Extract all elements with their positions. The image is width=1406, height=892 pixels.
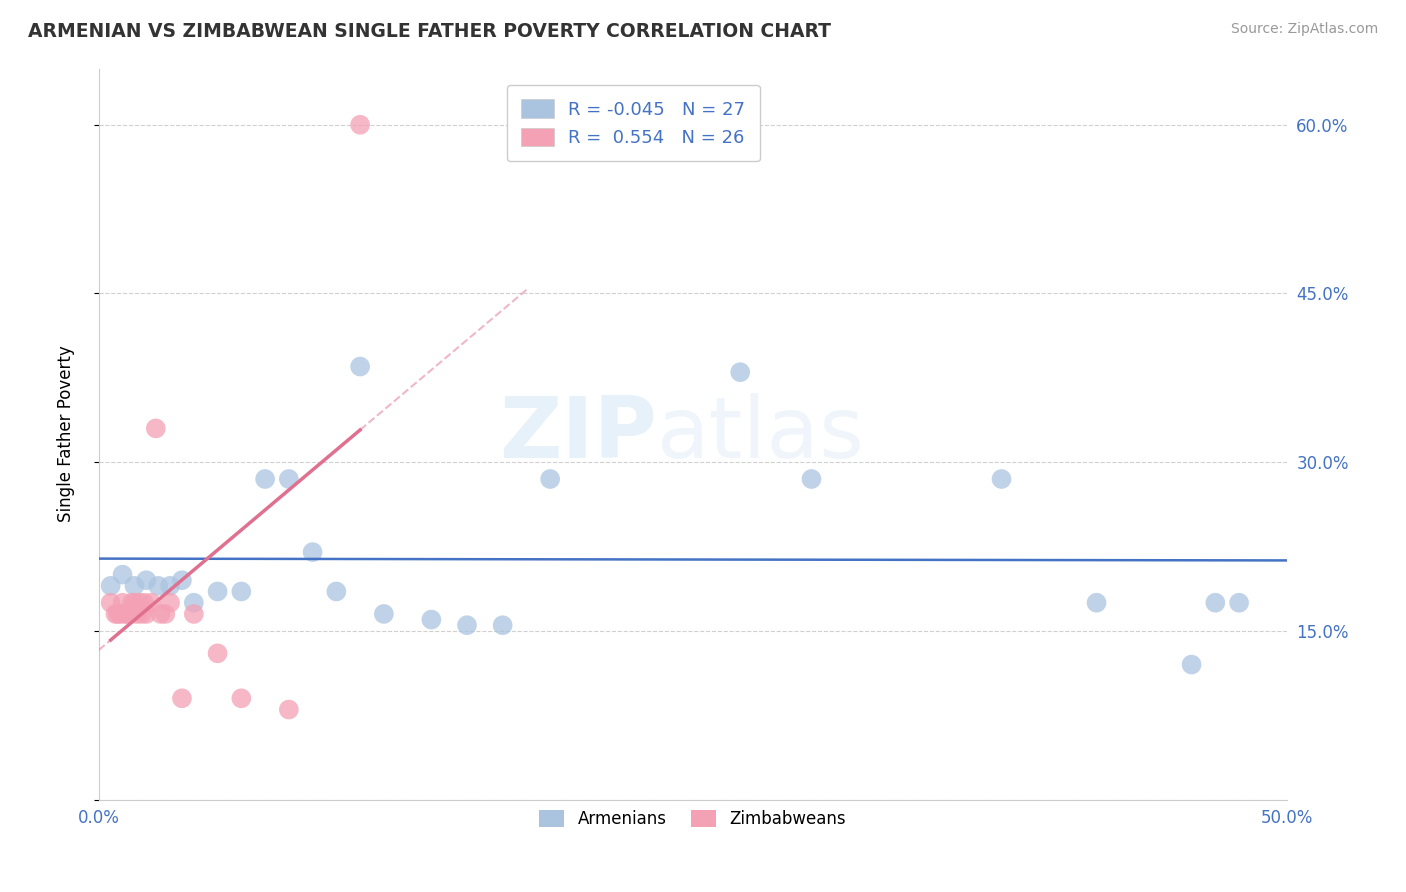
Point	[114, 607, 136, 621]
Point	[231, 584, 253, 599]
Point	[456, 618, 478, 632]
Point	[990, 472, 1012, 486]
Text: ZIP: ZIP	[499, 392, 657, 475]
Point	[183, 596, 205, 610]
Point	[492, 618, 515, 632]
Point	[349, 359, 371, 374]
Point	[728, 365, 751, 379]
Point	[128, 596, 150, 610]
Point	[159, 579, 181, 593]
Point	[108, 607, 131, 621]
Point	[277, 702, 299, 716]
Point	[1085, 596, 1108, 610]
Point	[277, 472, 299, 486]
Point	[420, 613, 443, 627]
Point	[132, 596, 155, 610]
Point	[121, 596, 143, 610]
Point	[135, 573, 157, 587]
Point	[800, 472, 823, 486]
Point	[111, 596, 134, 610]
Point	[207, 646, 229, 660]
Point	[1180, 657, 1202, 672]
Point	[159, 596, 181, 610]
Legend: Armenians, Zimbabweans: Armenians, Zimbabweans	[533, 804, 853, 835]
Point	[301, 545, 323, 559]
Point	[170, 573, 193, 587]
Point	[145, 421, 167, 435]
Point	[373, 607, 395, 621]
Point	[207, 584, 229, 599]
Point	[1204, 596, 1226, 610]
Point	[118, 607, 141, 621]
Point	[100, 579, 122, 593]
Point	[349, 118, 371, 132]
Point	[254, 472, 277, 486]
Point	[155, 607, 177, 621]
Point	[148, 579, 170, 593]
Text: atlas: atlas	[657, 392, 865, 475]
Point	[100, 596, 122, 610]
Y-axis label: Single Father Poverty: Single Father Poverty	[58, 345, 75, 523]
Point	[124, 596, 146, 610]
Point	[149, 607, 172, 621]
Point	[183, 607, 205, 621]
Point	[1227, 596, 1250, 610]
Point	[124, 579, 146, 593]
Text: Source: ZipAtlas.com: Source: ZipAtlas.com	[1230, 22, 1378, 37]
Point	[139, 596, 162, 610]
Point	[117, 607, 139, 621]
Point	[131, 607, 153, 621]
Point	[170, 691, 193, 706]
Point	[111, 567, 134, 582]
Point	[325, 584, 347, 599]
Point	[538, 472, 561, 486]
Point	[231, 691, 253, 706]
Point	[104, 607, 127, 621]
Point	[135, 607, 157, 621]
Point	[107, 607, 129, 621]
Point	[125, 607, 148, 621]
Text: ARMENIAN VS ZIMBABWEAN SINGLE FATHER POVERTY CORRELATION CHART: ARMENIAN VS ZIMBABWEAN SINGLE FATHER POV…	[28, 22, 831, 41]
